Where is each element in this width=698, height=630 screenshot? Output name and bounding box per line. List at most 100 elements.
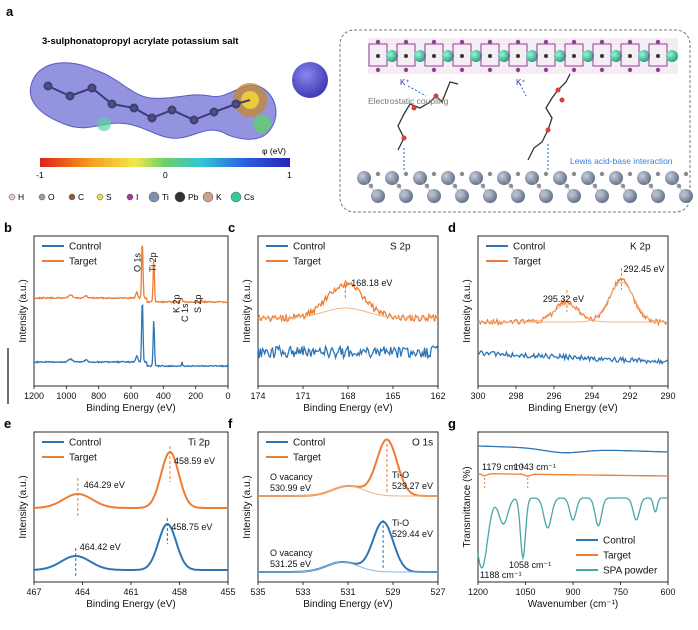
oxygen-atom [487,171,493,177]
x-tick-label: 0 [225,391,230,401]
x-tick-label: 600 [660,587,675,597]
panel-label-a: a [6,4,14,19]
legend-label-target: Target [69,257,97,268]
atom-legend-marker-cs [230,191,242,203]
series-target-fit [258,485,438,497]
oxygen-atom [403,171,409,177]
x-tick-label: 290 [660,391,675,401]
panel-label-f: f [228,416,233,431]
oxygen-atom [480,183,486,189]
peak-annotation: 529.27 eV [392,481,433,491]
cs-atom [638,50,650,62]
y-axis-label: Intensity (a.u.) [242,279,253,342]
peak-annotation: Ti-O [392,518,409,528]
ti-o-bond [503,177,519,197]
iodine-atom [431,67,437,73]
molecule-title: 3-sulphonatopropyl acrylate potassium sa… [42,36,239,47]
iodine-atom [375,67,381,73]
colorbar-tick-mid: 0 [163,170,168,180]
plot-frame [477,235,669,387]
y-axis-label: Transmittance (%) [462,466,473,547]
oxygen-atom [683,171,689,177]
series-control [257,344,439,361]
oxygen-atom [459,171,465,177]
x-tick-label: 531 [340,587,355,597]
peak-annotation: 1188 cm⁻¹ [480,570,522,580]
x-tick-label: 296 [546,391,561,401]
atom-legend-marker-i [126,193,134,201]
oxygen-atom [648,183,654,189]
panel-title: Ti 2p [188,438,210,449]
lead-atom [460,54,464,58]
x-tick-label: 400 [156,391,171,401]
x-tick-label: 165 [385,391,400,401]
series-target [33,245,229,304]
iodine-atom [515,67,521,73]
atom-legend-label-s: S [106,192,112,202]
y-axis-label: Intensity (a.u.) [462,279,473,342]
oxygen-atom [515,171,521,177]
peak-annotation: 464.29 eV [84,480,125,490]
peak-annotation: 1043 cm⁻¹ [514,462,556,472]
ti-o-bond [419,177,435,197]
iodine-atom [627,67,633,73]
series-target [477,277,669,327]
electrostatic-coupling-label: Electrostatic coupling [368,96,449,106]
legend-label-control: Control [293,438,325,449]
iodine-atom [655,39,661,45]
x-tick-label: 200 [188,391,203,401]
atom-legend-marker-h [8,193,16,201]
iodine-atom [487,67,493,73]
iodine-atom [571,67,577,73]
x-tick-label: 600 [123,391,138,401]
legend-label-control: Control [513,242,545,253]
oxygen-atom [676,183,682,189]
atom-legend-label-i: I [136,192,138,202]
peak-annotation: 295.32 eV [543,294,584,304]
oxygen-atom [620,183,626,189]
esp-molecule-surface [29,62,277,140]
series-target-fit [478,281,668,323]
peak-annotation: 1179 cm⁻¹ [482,462,524,472]
panel-label-b: b [4,220,12,235]
iodine-atom [627,39,633,45]
oxygen-atom [396,183,402,189]
atom-legend: H O C S I Ti Pb K Cs [8,191,254,203]
x-tick-label: 298 [508,391,523,401]
atom-legend-label-c: C [78,192,84,202]
series-control [33,304,229,368]
colorbar-unit: φ (eV) [262,146,286,156]
iodine-atom [431,39,437,45]
x-tick-label: 750 [613,587,628,597]
oxygen-atom [571,171,577,177]
x-axis-label: Binding Energy (eV) [86,599,176,610]
x-tick-label: 294 [584,391,599,401]
atom-legend-label-k: K [216,192,222,202]
iodine-atom [655,67,661,73]
peak-annotation: K 2p [172,294,182,313]
atom-legend-marker-c [68,193,76,201]
legend-label-target: Target [603,551,631,562]
x-tick-label: 458 [172,587,187,597]
x-tick-label: 467 [26,587,41,597]
iodine-atom [459,67,465,73]
peak-annotation: 1058 cm⁻¹ [509,560,551,570]
cs-atom [442,50,454,62]
colorbar-tick-min: -1 [36,170,44,180]
oxygen-atom [368,183,374,189]
lead-atom [488,54,492,58]
panel-label-e: e [4,416,11,431]
atom-legend-label-h: H [18,192,24,202]
x-axis-label: Binding Energy (eV) [303,599,393,610]
iodine-atom [599,39,605,45]
lead-atom [572,54,576,58]
lead-atom [516,54,520,58]
lead-atom [656,54,660,58]
x-tick-label: 527 [430,587,445,597]
iodine-atom [543,39,549,45]
ti-o-bond [615,177,631,197]
oxygen-atom [655,171,661,177]
atom-legend-label-pb: Pb [188,192,199,202]
oxygen-atom [599,171,605,177]
series-target-fit [478,303,668,323]
